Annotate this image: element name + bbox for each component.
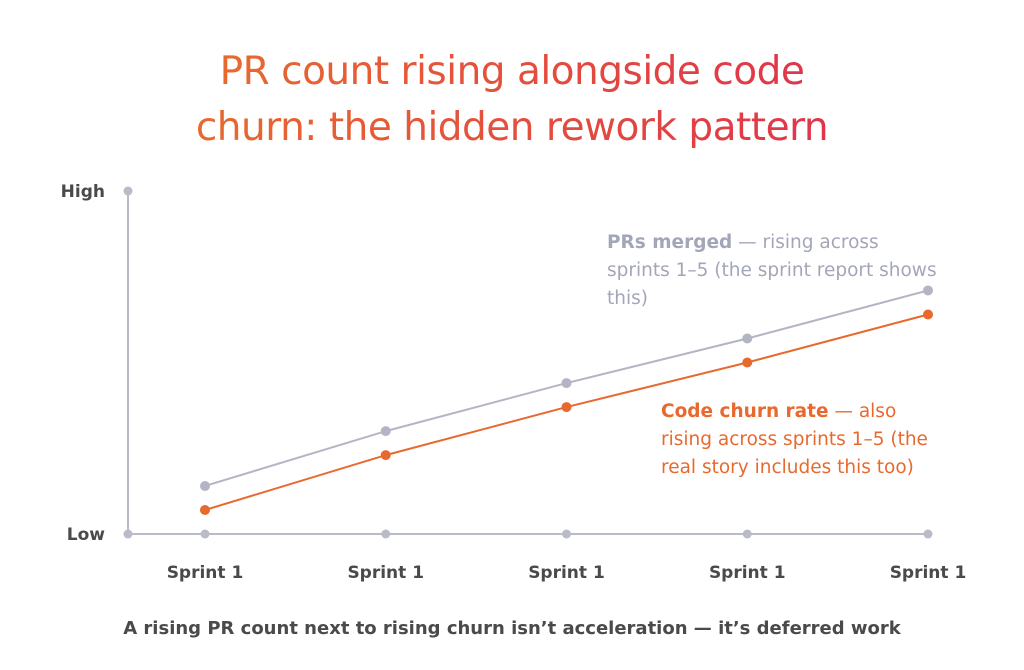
code-churn-annotation: Code churn rate — also rising across spr… [661, 398, 941, 482]
x-axis-tick-dot [562, 529, 571, 539]
code-churn-annotation-lead: Code churn rate [661, 401, 829, 422]
x-tick-label: Sprint 1 [709, 563, 786, 583]
chart-caption: A rising PR count next to rising churn i… [123, 618, 901, 639]
prs-merged-point [561, 378, 572, 389]
prs-merged-point [923, 285, 933, 296]
x-tick-label: Sprint 1 [890, 563, 967, 583]
code-churn-point [742, 357, 753, 368]
x-tick-label: Sprint 1 [167, 563, 244, 583]
prs-merged-point [200, 480, 210, 491]
x-tick-label: Sprint 1 [528, 563, 605, 583]
prs-merged-point [380, 426, 391, 437]
prs-merged-point [742, 333, 753, 344]
chart-title: PR count rising alongside code churn: th… [0, 44, 1024, 156]
prs-merged-annotation-text: — rising across sprints 1–5 (the sprint … [607, 232, 937, 309]
x-axis-tick-dot [742, 529, 752, 539]
prs-merged-annotation: PRs merged — rising across sprints 1–5 (… [607, 229, 937, 313]
code-churn-point [561, 402, 572, 413]
x-axis-tick-dot [200, 529, 210, 539]
code-churn-point [200, 504, 210, 515]
chart-tick-labels: Low High Sprint 1 Sprint 1 Sprint 1 Sprint 1 S… [61, 182, 967, 583]
chart-title-line-1: PR count rising alongside code [220, 44, 805, 100]
prs-merged-annotation-lead: PRs merged [607, 232, 733, 253]
chart-axes [123, 186, 933, 539]
chart-series [200, 285, 933, 515]
code-churn-point [380, 450, 391, 461]
x-axis-tick-dot [381, 529, 391, 539]
y-tick-label-high: High [61, 182, 105, 202]
x-axis-tick-dot [923, 529, 933, 539]
y-tick-label-low: Low [67, 525, 106, 545]
axis-origin-dot [123, 529, 133, 539]
code-churn-annotation-text: — also rising across sprints 1–5 (the re… [661, 401, 928, 478]
code-churn-point [923, 309, 933, 320]
x-tick-label: Sprint 1 [347, 563, 424, 583]
y-axis-top-dot [123, 186, 133, 196]
chart-title-line-2: churn: the hidden rework pattern [196, 100, 829, 156]
